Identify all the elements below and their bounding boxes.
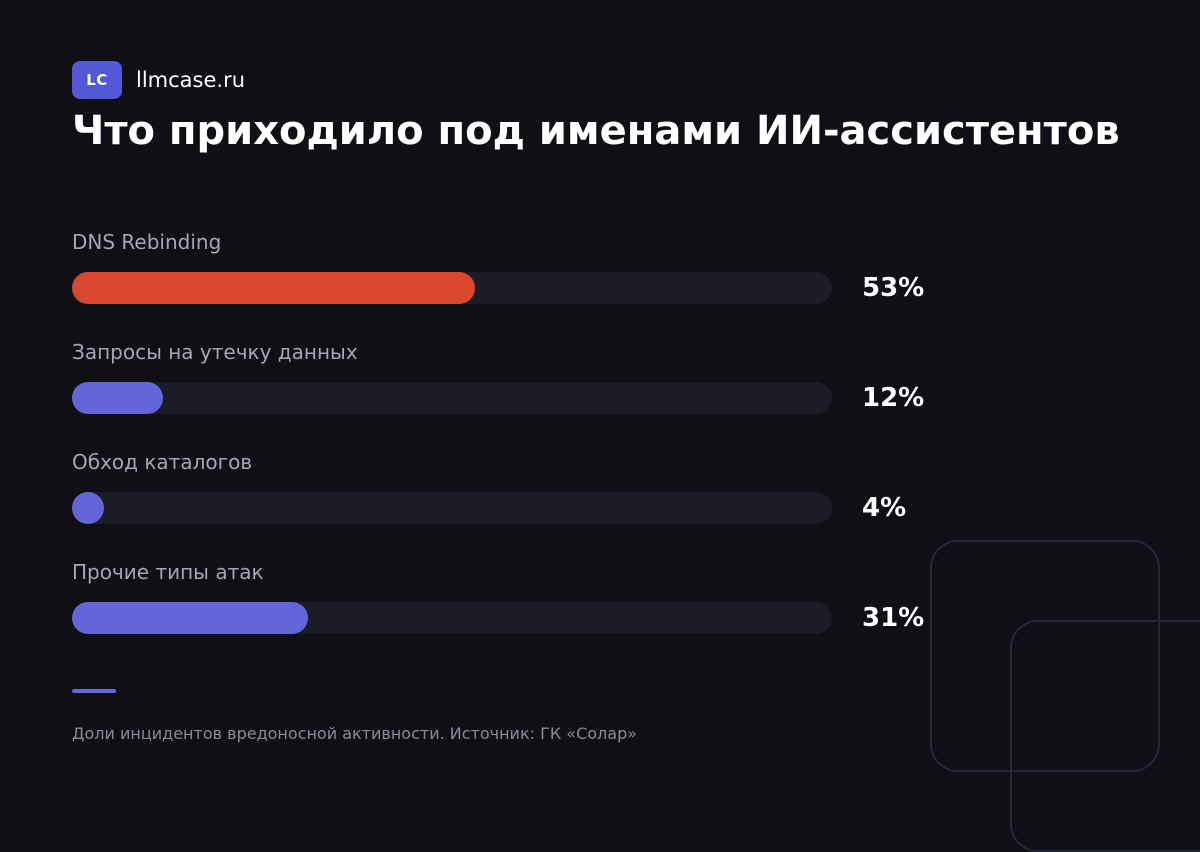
bar-row: Обход каталогов 4% — [72, 450, 932, 530]
bar-fill — [72, 492, 104, 524]
bar-track — [72, 492, 832, 524]
bar-track — [72, 382, 832, 414]
bar-row: DNS Rebinding 53% — [72, 230, 932, 310]
bar-track — [72, 602, 832, 634]
bar-category-label: Обход каталогов — [72, 450, 253, 474]
bar-category-label: DNS Rebinding — [72, 230, 222, 254]
bar-fill — [72, 602, 308, 634]
bar-value-label: 31% — [862, 603, 925, 633]
bar-category-label: Запросы на утечку данных — [72, 340, 358, 364]
decorative-frame-outline — [1010, 620, 1200, 852]
bar-track — [72, 272, 832, 304]
chart-title: Что приходило под именами ИИ-ассистентов — [72, 108, 1120, 154]
bar-fill — [72, 272, 475, 304]
bar-row: Прочие типы атак 31% — [72, 560, 932, 640]
bar-value-label: 4% — [862, 493, 907, 523]
chart-footnote: Доли инцидентов вредоносной активности. … — [72, 724, 638, 743]
site-name: llmcase.ru — [136, 68, 246, 92]
bar-category-label: Прочие типы атак — [72, 560, 264, 584]
bar-value-label: 53% — [862, 273, 925, 303]
bar-fill — [72, 382, 163, 414]
brand: LC llmcase.ru — [72, 61, 245, 99]
bar-row: Запросы на утечку данных 12% — [72, 340, 932, 420]
decorative-frame-outline — [930, 540, 1160, 772]
logo-badge: LC — [72, 61, 122, 99]
accent-divider — [72, 689, 116, 693]
bar-value-label: 12% — [862, 383, 925, 413]
